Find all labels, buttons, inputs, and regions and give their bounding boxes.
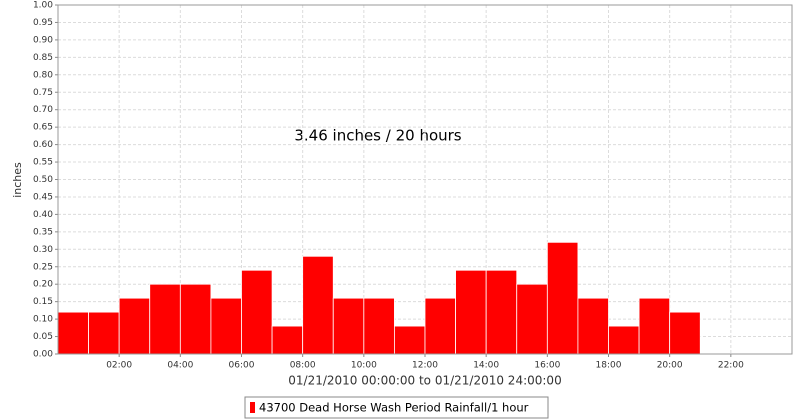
y-tick-label: 0.55 <box>33 158 53 168</box>
bar <box>455 269 487 355</box>
y-tick-label: 0.40 <box>33 210 53 220</box>
y-tick-label: 0.30 <box>33 245 53 255</box>
y-tick-label: 0.10 <box>33 315 53 325</box>
y-tick-label: 0.70 <box>33 105 53 115</box>
y-tick-label: 1.00 <box>33 1 53 11</box>
y-tick-label: 0.85 <box>33 53 53 63</box>
x-tick-label: 14:00 <box>473 361 499 371</box>
bar <box>363 297 395 355</box>
bar <box>424 297 456 355</box>
y-tick-label: 0.60 <box>33 140 53 150</box>
y-tick-label: 0.95 <box>33 18 53 28</box>
bar <box>638 297 671 355</box>
y-tick-label: 0.00 <box>33 350 53 360</box>
x-tick-label: 20:00 <box>657 361 683 371</box>
x-tick-label: 12:00 <box>412 361 438 371</box>
y-axis-label: inches <box>11 162 24 198</box>
bar <box>210 297 242 355</box>
legend-swatch <box>250 402 255 413</box>
x-tick-label: 02:00 <box>106 361 132 371</box>
y-tick-label: 0.25 <box>33 262 53 272</box>
bar <box>546 241 579 355</box>
annotation: 3.46 inches / 20 hours <box>294 127 461 145</box>
bar <box>88 311 120 355</box>
bar <box>149 283 181 355</box>
bar <box>608 325 640 355</box>
y-tick-label: 0.15 <box>33 297 53 307</box>
plot-border <box>57 4 793 355</box>
y-tick-label: 0.50 <box>33 175 53 185</box>
x-tick-label: 04:00 <box>167 361 193 371</box>
y-tick-label: 0.05 <box>33 332 53 342</box>
bar <box>271 325 304 355</box>
bar <box>485 269 518 355</box>
y-tick-label: 0.90 <box>33 35 53 45</box>
y-tick-label: 0.80 <box>33 70 53 80</box>
bar <box>669 311 701 355</box>
bar <box>179 283 212 355</box>
legend: 43700 Dead Horse Wash Period Rainfall/1 … <box>244 396 549 419</box>
x-tick-label: 22:00 <box>718 361 744 371</box>
bar <box>57 311 89 355</box>
x-tick-label: 06:00 <box>229 361 255 371</box>
y-tick-label: 0.45 <box>33 192 53 202</box>
x-tick-label: 18:00 <box>596 361 622 371</box>
x-axis-label: 01/21/2010 00:00:00 to 01/21/2010 24:00:… <box>288 374 561 388</box>
bar <box>241 269 273 355</box>
bar <box>577 297 609 355</box>
y-tick-label: 0.35 <box>33 227 53 237</box>
bar <box>516 283 548 355</box>
x-tick-label: 08:00 <box>290 361 316 371</box>
legend-box <box>244 396 549 419</box>
x-tick-label: 16:00 <box>534 361 560 371</box>
legend-label: 43700 Dead Horse Wash Period Rainfall/1 … <box>259 401 529 415</box>
bar <box>394 325 426 355</box>
bar <box>118 297 151 355</box>
y-tick-label: 0.20 <box>33 280 53 290</box>
bar <box>302 255 334 355</box>
y-tick-label: 0.75 <box>33 88 53 98</box>
bar <box>332 297 365 355</box>
x-tick-label: 10:00 <box>351 361 377 371</box>
y-tick-label: 0.65 <box>33 123 53 133</box>
